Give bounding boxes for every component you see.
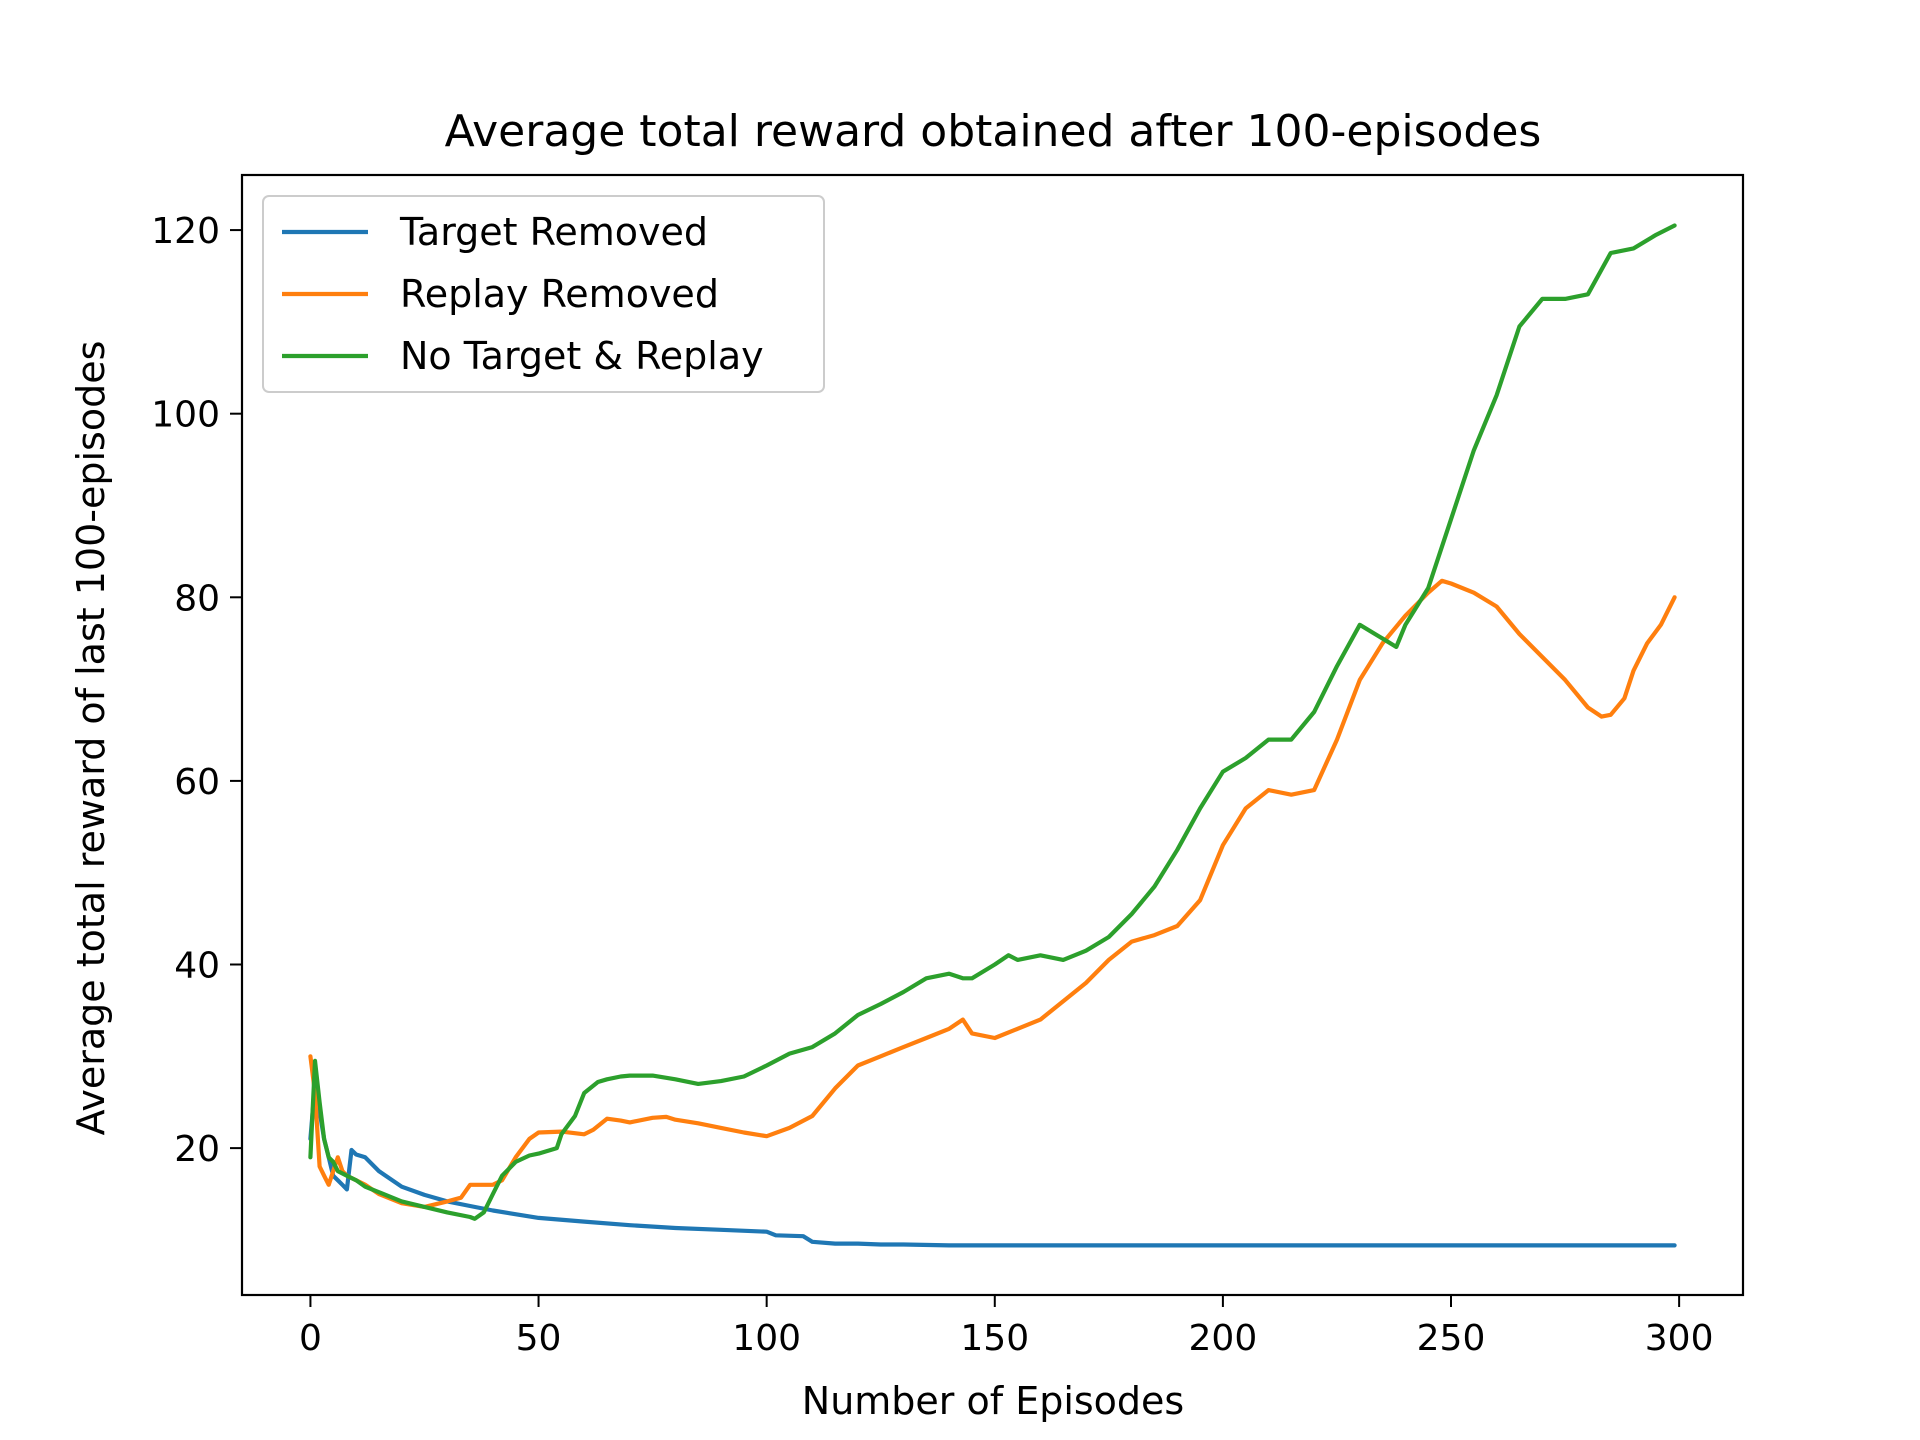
chart-title: Average total reward obtained after 100-… [445,106,1542,157]
series-layer [308,223,1677,1248]
series-line-2 [308,223,1677,1221]
y-tick-label: 40 [174,946,220,987]
x-tick-label: 100 [732,1318,801,1359]
y-tick-label: 100 [151,395,220,436]
y-tick-label: 60 [174,762,220,803]
x-tick-label: 150 [960,1318,1029,1359]
legend-box [262,195,825,393]
legend: Target Removed Replay Removed No Target & … [262,195,825,393]
series-line-0 [308,1081,1677,1248]
y-axis: 20 40 60 80 100 120 [151,211,242,1170]
y-tick-label: 20 [174,1129,220,1170]
x-axis: 0 50 100 150 200 250 300 [299,1295,1714,1359]
plot-frame [240,173,1745,1297]
x-tick-label: 200 [1189,1318,1258,1359]
y-axis-label: Average total reward of last 100-episode… [69,341,113,1136]
legend-label-1: Replay Removed [400,272,719,316]
y-tick-label: 120 [151,211,220,252]
x-tick-label: 0 [299,1318,322,1359]
x-tick-label: 300 [1645,1318,1714,1359]
legend-label-2: No Target & Replay [400,334,764,378]
series-line-1 [308,578,1677,1210]
x-tick-label: 50 [516,1318,562,1359]
y-tick-label: 80 [174,578,220,619]
legend-label-0: Target Removed [399,210,708,254]
x-tick-label: 250 [1417,1318,1486,1359]
x-axis-label: Number of Episodes [802,1379,1184,1423]
